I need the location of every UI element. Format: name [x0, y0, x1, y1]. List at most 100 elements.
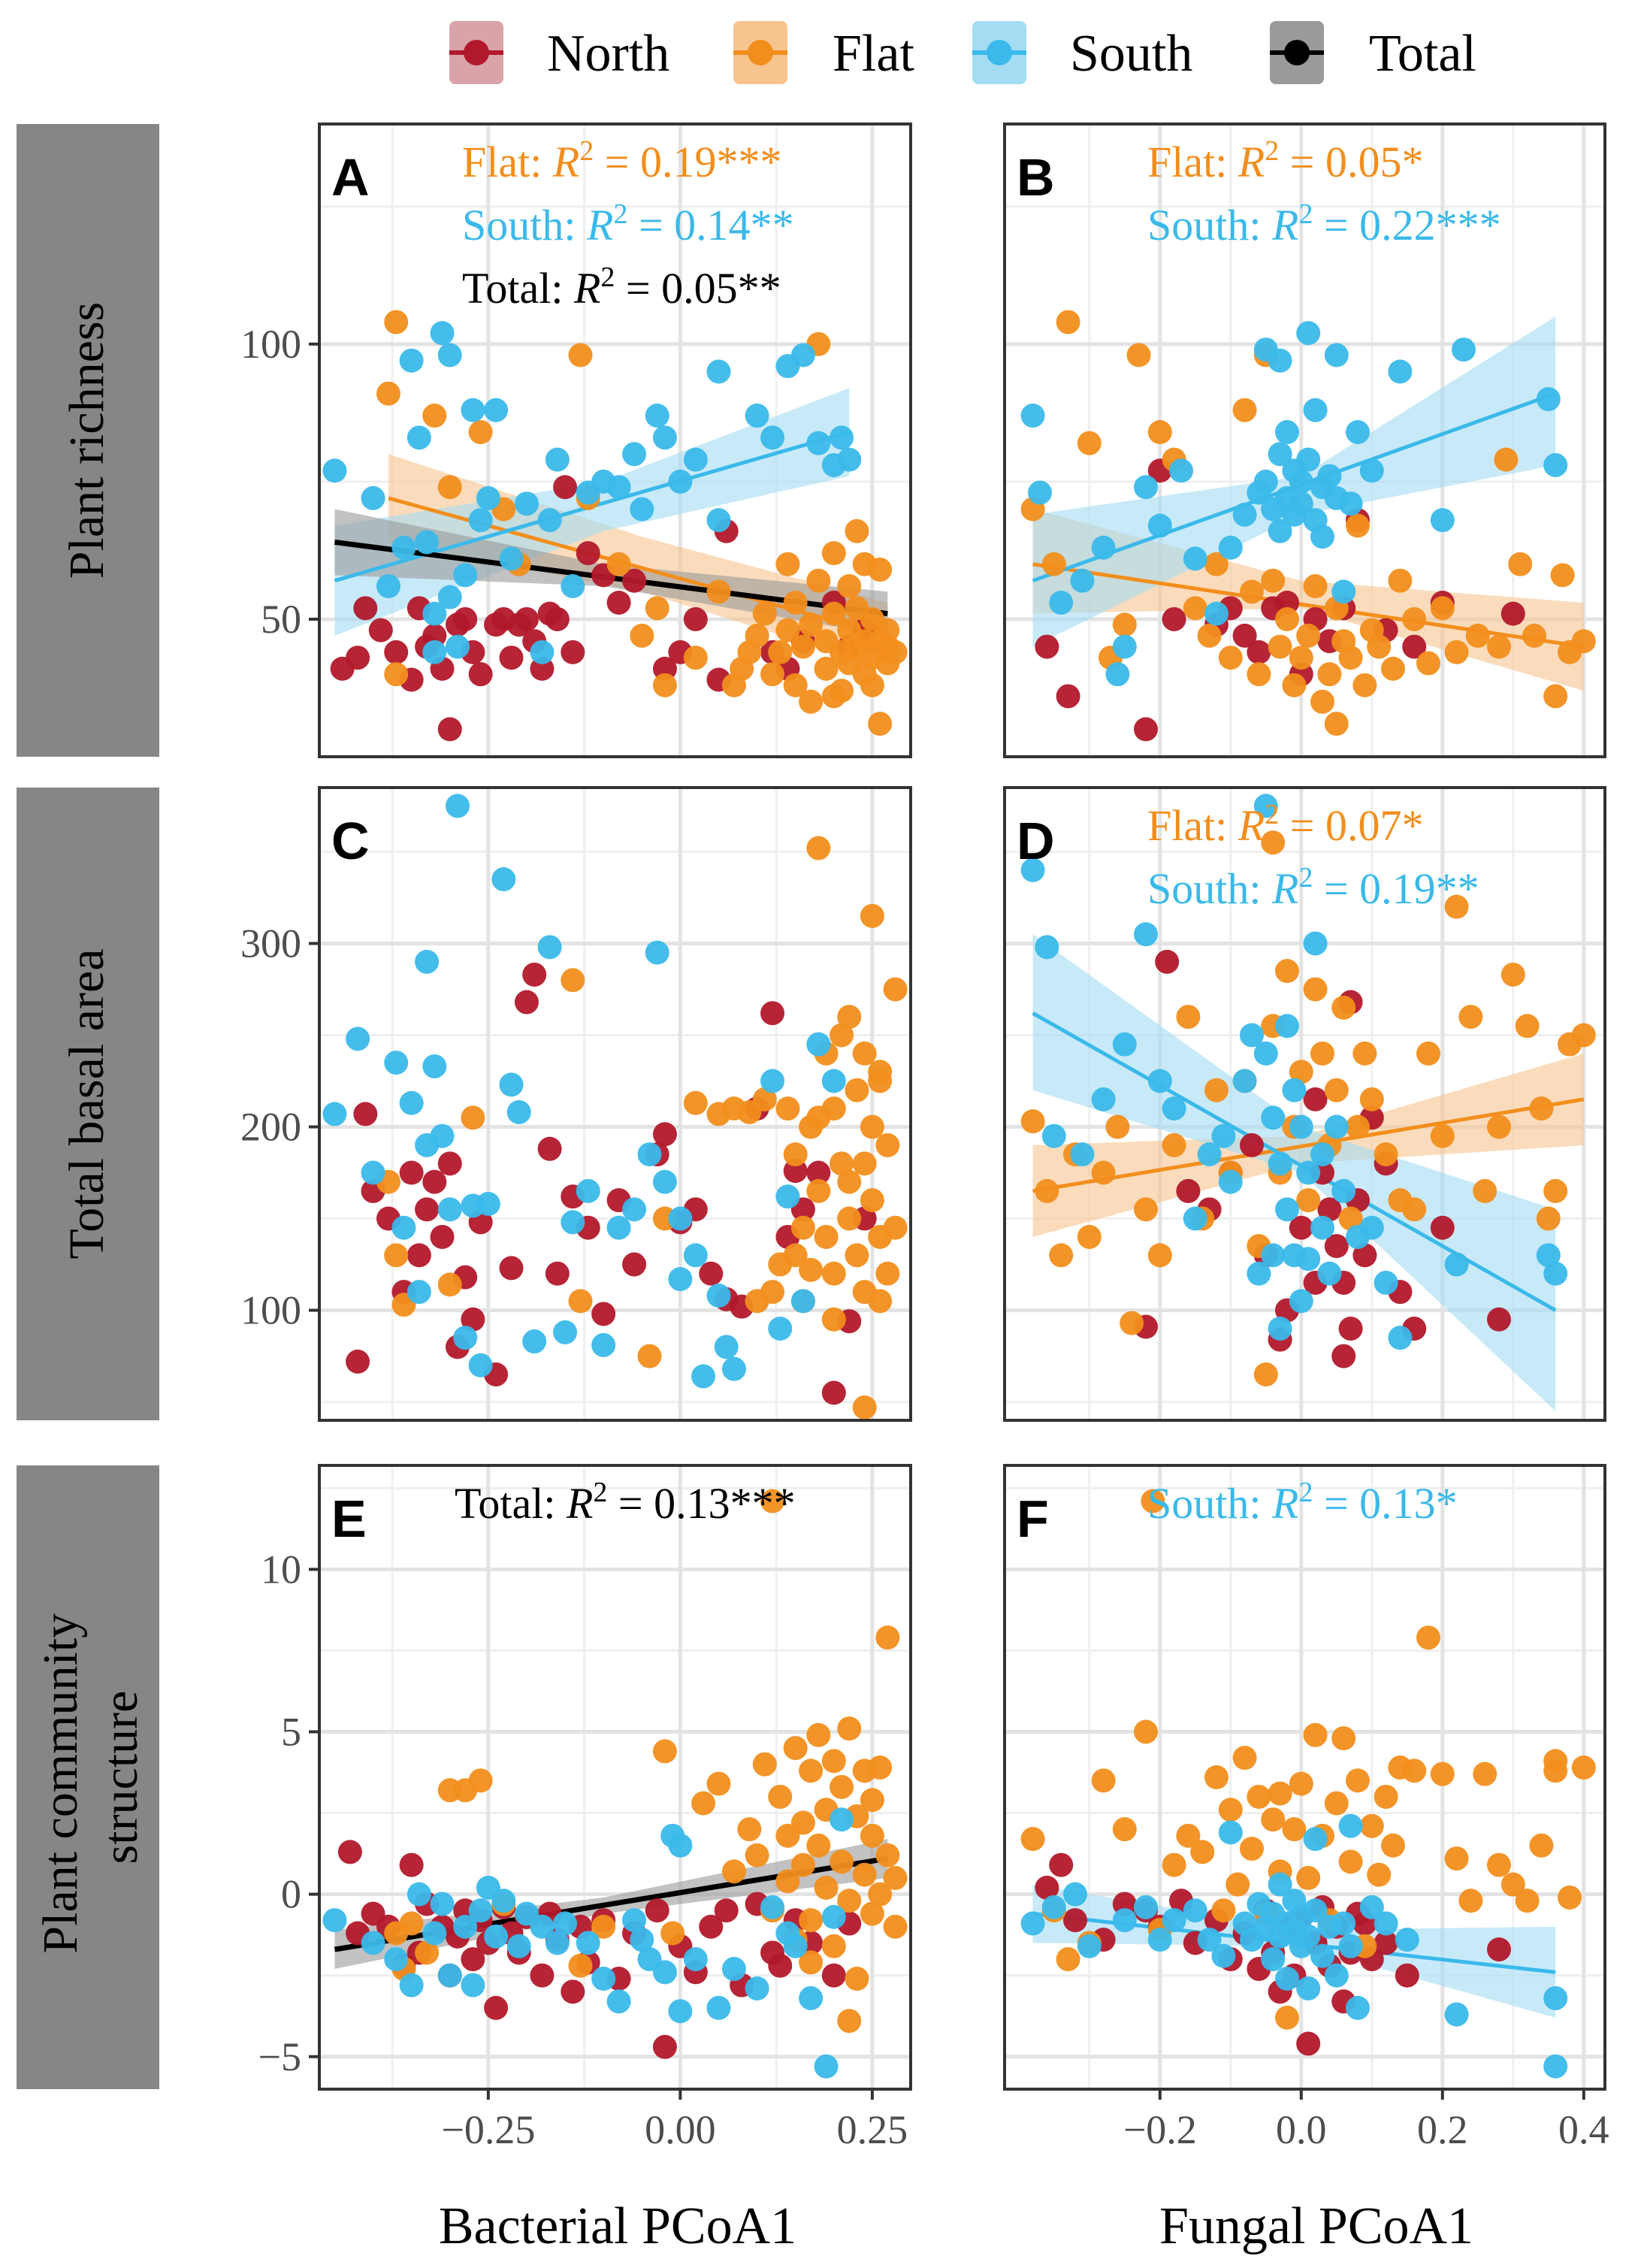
legend-item-north[interactable]: North: [449, 21, 669, 84]
data-point-north: [1374, 1931, 1398, 1955]
data-point-flat: [1346, 513, 1370, 538]
x-tick-label: 0.4: [1558, 2107, 1609, 2152]
data-point-south: [422, 1921, 447, 1946]
data-points: [1020, 794, 1596, 1387]
axes: −5 0 5 10 −0.25 0.00 0.25: [258, 1547, 908, 2152]
data-point-south: [1303, 398, 1328, 422]
legend-dot-north: [464, 40, 489, 65]
data-point-flat: [760, 1489, 785, 1514]
data-point-south: [1204, 601, 1228, 626]
data-point-south: [1543, 2054, 1568, 2079]
annotation-prefix: Total:: [455, 1479, 567, 1528]
data-point-south: [1275, 420, 1299, 445]
legend-item-south[interactable]: South: [972, 21, 1192, 84]
data-point-south: [760, 1069, 785, 1093]
r-squared-annotations: Flat: R2 = 0.05*South: R2 = 0.22***: [1147, 135, 1501, 249]
x-axis-title-fungal: Fungal PCoA1: [1159, 2197, 1473, 2255]
data-point-south: [830, 1807, 854, 1832]
data-point-flat: [806, 836, 831, 860]
data-point-flat: [384, 310, 409, 334]
annotation-south: South: R2 = 0.22***: [1147, 198, 1501, 249]
data-point-flat: [561, 968, 585, 993]
data-point-flat: [1500, 1872, 1525, 1897]
data-point-south: [430, 1123, 455, 1148]
data-point-south: [1112, 1908, 1137, 1933]
data-point-south: [1310, 1215, 1334, 1240]
data-point-flat: [783, 673, 808, 697]
data-point-north: [1289, 1215, 1313, 1240]
data-point-north: [1430, 1215, 1455, 1240]
data-point-north: [699, 1914, 724, 1939]
legend-item-flat[interactable]: Flat: [733, 21, 914, 84]
data-point-flat: [799, 689, 824, 714]
data-point-south: [1041, 1123, 1066, 1148]
data-point-flat: [875, 1843, 900, 1867]
data-point-flat: [1197, 623, 1222, 648]
data-point-south: [376, 574, 400, 599]
data-point-flat: [860, 673, 884, 697]
data-point-flat: [468, 1768, 493, 1793]
data-point-north: [1500, 601, 1525, 626]
data-point-flat: [683, 646, 708, 670]
data-point-south: [468, 1898, 493, 1923]
data-point-flat: [1147, 420, 1172, 445]
data-point-south: [1112, 634, 1137, 659]
annotation-r: R: [566, 1479, 593, 1528]
data-point-flat: [1536, 1206, 1561, 1231]
data-point-flat: [790, 1215, 815, 1240]
data-point-north: [1303, 1087, 1328, 1111]
data-point-south: [622, 442, 647, 467]
data-point-south: [668, 1999, 693, 2024]
data-point-north: [399, 1852, 424, 1877]
data-point-flat: [852, 629, 877, 654]
data-point-south: [683, 1243, 708, 1268]
legend-item-total[interactable]: Total: [1270, 21, 1476, 84]
data-point-north: [468, 662, 493, 687]
data-point-south: [1091, 535, 1116, 560]
data-point-flat: [852, 1151, 877, 1176]
legend: North Flat South Total: [449, 21, 1476, 84]
data-point-flat: [821, 1261, 846, 1286]
data-point-flat: [821, 1749, 846, 1774]
data-point-south: [1197, 1142, 1222, 1167]
data-point-flat: [790, 634, 815, 659]
data-point-flat: [1268, 1781, 1292, 1806]
data-point-flat: [1183, 596, 1207, 621]
data-point-south: [1543, 452, 1568, 477]
data-point-flat: [1289, 1060, 1313, 1084]
data-point-south: [530, 640, 555, 664]
data-point-south: [422, 601, 447, 626]
data-point-north: [622, 1252, 647, 1277]
data-point-south: [1077, 1934, 1102, 1958]
data-point-south: [1197, 1928, 1222, 1952]
data-point-flat: [821, 541, 846, 566]
panel-letter: B: [1017, 148, 1055, 207]
data-point-flat: [790, 1810, 815, 1835]
data-point-south: [1070, 1142, 1095, 1167]
data-point-south: [1543, 1261, 1568, 1286]
panel-letter: E: [331, 1489, 367, 1548]
data-point-north: [545, 606, 570, 631]
data-point-flat: [1430, 1761, 1455, 1786]
data-point-flat: [1296, 623, 1321, 648]
data-point-south: [1296, 447, 1321, 472]
data-point-flat: [468, 420, 493, 445]
data-points: [322, 1489, 908, 2079]
data-point-flat: [1324, 712, 1349, 736]
data-point-south: [1020, 1911, 1045, 1936]
data-point-south: [606, 1215, 631, 1240]
r-squared-annotations: South: R2 = 0.13*: [1147, 1477, 1458, 1528]
data-point-flat: [868, 1755, 893, 1780]
x-tick-label: −0.2: [1123, 2107, 1197, 2152]
data-point-flat: [1282, 1817, 1307, 1842]
data-point-north: [422, 623, 447, 648]
data-point-south: [476, 485, 500, 510]
row-strip-basal-area: Total basal area: [17, 788, 159, 1420]
data-point-flat: [830, 1849, 854, 1874]
data-point-flat: [775, 1096, 800, 1121]
data-point-south: [499, 1072, 524, 1097]
data-point-south: [1253, 469, 1278, 494]
data-point-south: [1268, 1872, 1292, 1897]
data-point-north: [437, 1151, 462, 1176]
r-squared-annotations: Total: R2 = 0.13***: [455, 1477, 796, 1528]
